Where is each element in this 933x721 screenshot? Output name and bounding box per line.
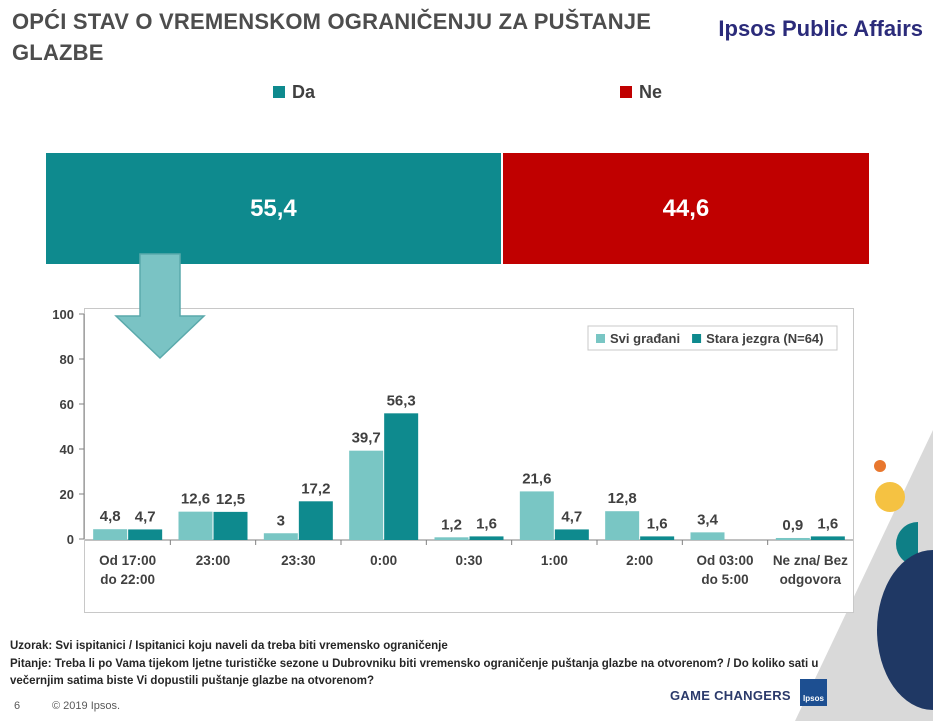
- data-label-jezgra-4: 1,6: [476, 515, 497, 532]
- chart-legend-box: [587, 325, 838, 351]
- legend-swatch-0: [596, 334, 605, 343]
- page-title: OPĆI STAV O VREMENSKOM OGRANIČENJU ZA PU…: [12, 9, 652, 65]
- bar-jezgra-1: [213, 511, 248, 540]
- x-tick-label-2-0: 23:30: [281, 553, 316, 568]
- stacked-segment-da: 55,4: [46, 153, 501, 264]
- data-label-jezgra-6: 1,6: [647, 515, 668, 532]
- legend-da: Da: [273, 82, 315, 103]
- page-number: 6: [14, 700, 21, 712]
- data-label-svi-6: 12,8: [608, 490, 637, 507]
- stacked-segment-ne: 44,6: [500, 153, 869, 264]
- x-tick-label-4-0: 0:30: [455, 553, 482, 568]
- legend-ne: Ne: [620, 82, 662, 103]
- data-label-svi-0: 4,8: [100, 508, 121, 525]
- orange-dot-shape: [874, 460, 886, 472]
- copyright: © 2019 Ipsos.: [52, 700, 121, 712]
- stacked-bar: 55,4 44,6: [46, 153, 869, 264]
- bar-jezgra-8: [810, 536, 845, 540]
- bar-jezgra-6: [640, 536, 675, 540]
- bar-svi-2: [263, 533, 298, 540]
- bar-svi-6: [605, 511, 640, 540]
- ipsos-logo: Ipsos: [800, 679, 827, 706]
- data-label-jezgra-5: 4,7: [561, 508, 582, 525]
- bar-chart-panel: 4,8 4,7 Od 17:00 do 22:00 12,6 12,5 23:00 3 17,2…: [84, 308, 854, 613]
- bar-jezgra-5: [554, 529, 589, 540]
- legend-label-1: Stara jezgra (N=64): [706, 331, 823, 346]
- sample-note: Uzorak: Svi ispitanici / Ispitanici koju…: [10, 640, 448, 652]
- data-label-jezgra-8: 1,6: [817, 515, 838, 532]
- data-label-svi-7: 3,4: [697, 511, 719, 528]
- data-label-jezgra-2: 17,2: [301, 480, 330, 497]
- bar-svi-3: [349, 450, 384, 540]
- data-label-jezgra-1: 12,5: [216, 491, 245, 508]
- x-tick-label-7-1: do 5:00: [701, 572, 748, 587]
- data-label-svi-3: 39,7: [352, 430, 381, 447]
- bar-svi-0: [93, 529, 128, 540]
- bar-svi-4: [434, 537, 469, 540]
- brand-name: Ipsos Public Affairs: [718, 16, 923, 41]
- x-tick-label-7-0: Od 03:00: [696, 553, 753, 568]
- bar-svi-5: [519, 491, 554, 540]
- data-label-jezgra-3: 56,3: [387, 392, 416, 409]
- data-label-jezgra-0: 4,7: [135, 508, 156, 525]
- bar-svi-8: [775, 537, 810, 540]
- data-label-svi-2: 3: [277, 512, 285, 529]
- bar-jezgra-4: [469, 536, 504, 540]
- x-tick-label-5-0: 1:00: [541, 553, 568, 568]
- bar-svi-7: [690, 532, 725, 540]
- teal-half-circle-shape: [896, 522, 918, 566]
- legend-swatch-1: [692, 334, 702, 343]
- x-tick-label-0-0: Od 17:00: [99, 553, 156, 568]
- x-tick-label-6-0: 2:00: [626, 553, 653, 568]
- tagline: GAME CHANGERS: [670, 688, 791, 703]
- question-note: Pitanje: Treba li po Vama tijekom ljetne…: [10, 658, 819, 687]
- bar-jezgra-3: [384, 413, 419, 540]
- bar-jezgra-2: [298, 501, 333, 540]
- legend-ne-swatch: [620, 86, 632, 98]
- bar-jezgra-0: [128, 529, 163, 540]
- x-tick-label-3-0: 0:00: [370, 553, 397, 568]
- navy-half-circle-shape: [877, 550, 933, 710]
- bar-svi-1: [178, 511, 213, 540]
- x-tick-label-1-0: 23:00: [196, 553, 231, 568]
- data-label-svi-4: 1,2: [441, 516, 462, 533]
- legend-label-0: Svi građani: [610, 331, 680, 346]
- legend-da-swatch: [273, 86, 285, 98]
- legend-da-label: Da: [292, 82, 316, 102]
- x-tick-label-8-0: Ne zna/ Bez: [773, 553, 848, 568]
- x-tick-label-0-1: do 22:00: [100, 572, 155, 587]
- data-label-svi-8: 0,9: [782, 517, 803, 534]
- bar-chart: 4,8 4,7 Od 17:00 do 22:00 12,6 12,5 23:00 3 17,2…: [85, 325, 853, 587]
- x-tick-label-8-1: odgovora: [780, 572, 842, 587]
- yellow-circle-shape: [875, 482, 905, 512]
- legend-ne-label: Ne: [639, 82, 663, 102]
- data-label-svi-5: 21,6: [522, 470, 551, 487]
- data-label-svi-1: 12,6: [181, 491, 210, 508]
